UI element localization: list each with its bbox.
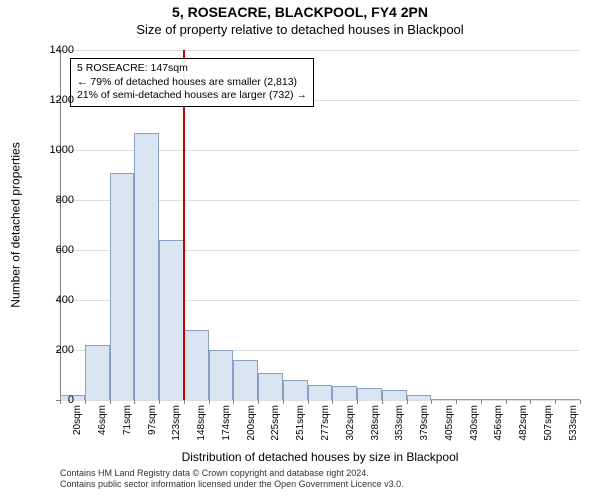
y-tick-label: 600: [34, 244, 74, 256]
histogram-bar: [481, 399, 506, 400]
histogram-bar: [283, 380, 308, 400]
histogram-bar: [456, 399, 481, 400]
histogram-bar: [258, 373, 283, 401]
x-tick-label: 328sqm: [370, 405, 381, 445]
x-tick-mark: [283, 400, 284, 404]
histogram-bar: [134, 133, 159, 401]
x-tick-mark: [184, 400, 185, 404]
x-tick-label: 302sqm: [345, 405, 356, 445]
y-tick-label: 200: [34, 344, 74, 356]
x-tick-label: 405sqm: [444, 405, 455, 445]
x-tick-label: 46sqm: [97, 405, 108, 445]
x-tick-label: 533sqm: [568, 405, 579, 445]
x-tick-label: 430sqm: [469, 405, 480, 445]
x-tick-mark: [456, 400, 457, 404]
y-tick-label: 1000: [34, 144, 74, 156]
footer-attribution: Contains HM Land Registry data © Crown c…: [60, 468, 580, 490]
x-tick-label: 507sqm: [543, 405, 554, 445]
y-axis-label: Number of detached properties: [6, 50, 26, 400]
annotation-line2: ← 79% of detached houses are smaller (2,…: [77, 76, 307, 90]
x-tick-mark: [357, 400, 358, 404]
y-tick-label: 1400: [34, 44, 74, 56]
footer-line1: Contains HM Land Registry data © Crown c…: [60, 468, 580, 479]
histogram-bar: [555, 399, 580, 400]
x-tick-label: 174sqm: [221, 405, 232, 445]
histogram-bar: [85, 345, 110, 400]
histogram-bar: [233, 360, 258, 400]
x-tick-label: 277sqm: [320, 405, 331, 445]
histogram-bar: [209, 350, 234, 400]
histogram-bar: [530, 399, 555, 400]
histogram-bar: [308, 385, 333, 400]
histogram-bar: [506, 399, 531, 400]
x-tick-mark: [110, 400, 111, 404]
x-tick-mark: [159, 400, 160, 404]
x-axis-label: Distribution of detached houses by size …: [60, 450, 580, 464]
y-tick-label: 800: [34, 194, 74, 206]
x-tick-mark: [530, 400, 531, 404]
histogram-bar: [110, 173, 135, 401]
histogram-bar: [431, 399, 456, 400]
x-tick-label: 148sqm: [196, 405, 207, 445]
histogram-bar: [159, 240, 184, 400]
y-tick-label: 400: [34, 294, 74, 306]
histogram-bar: [357, 388, 382, 401]
x-tick-mark: [407, 400, 408, 404]
grid-line: [60, 50, 580, 51]
histogram-bar: [184, 330, 209, 400]
chart-title: 5, ROSEACRE, BLACKPOOL, FY4 2PN: [0, 4, 600, 20]
x-tick-mark: [332, 400, 333, 404]
annotation-box: 5 ROSEACRE: 147sqm← 79% of detached hous…: [70, 58, 314, 107]
x-tick-label: 482sqm: [518, 405, 529, 445]
x-tick-label: 71sqm: [122, 405, 133, 445]
plot-area: 5 ROSEACRE: 147sqm← 79% of detached hous…: [60, 50, 580, 400]
grid-line: [60, 400, 580, 401]
chart-subtitle: Size of property relative to detached ho…: [0, 22, 600, 37]
y-tick-label: 0: [34, 394, 74, 406]
x-tick-mark: [382, 400, 383, 404]
x-tick-mark: [431, 400, 432, 404]
histogram-bar: [407, 395, 432, 400]
x-tick-label: 20sqm: [72, 405, 83, 445]
x-tick-label: 200sqm: [246, 405, 257, 445]
histogram-bar: [332, 386, 357, 400]
x-tick-mark: [85, 400, 86, 404]
x-tick-mark: [555, 400, 556, 404]
x-tick-mark: [481, 400, 482, 404]
x-tick-label: 123sqm: [171, 405, 182, 445]
x-tick-label: 225sqm: [270, 405, 281, 445]
annotation-line1: 5 ROSEACRE: 147sqm: [77, 62, 307, 76]
histogram-bar: [382, 390, 407, 400]
x-tick-label: 456sqm: [493, 405, 504, 445]
footer-line2: Contains public sector information licen…: [60, 479, 580, 490]
y-tick-label: 1200: [34, 94, 74, 106]
x-tick-label: 353sqm: [394, 405, 405, 445]
x-tick-mark: [506, 400, 507, 404]
x-tick-mark: [134, 400, 135, 404]
chart-container: { "title_line1": "5, ROSEACRE, BLACKPOOL…: [0, 0, 600, 500]
x-tick-label: 97sqm: [147, 405, 158, 445]
x-tick-mark: [580, 400, 581, 404]
x-tick-label: 379sqm: [419, 405, 430, 445]
x-tick-mark: [233, 400, 234, 404]
x-tick-mark: [258, 400, 259, 404]
x-tick-label: 251sqm: [295, 405, 306, 445]
annotation-line3: 21% of semi-detached houses are larger (…: [77, 89, 307, 103]
x-tick-mark: [209, 400, 210, 404]
x-tick-mark: [308, 400, 309, 404]
